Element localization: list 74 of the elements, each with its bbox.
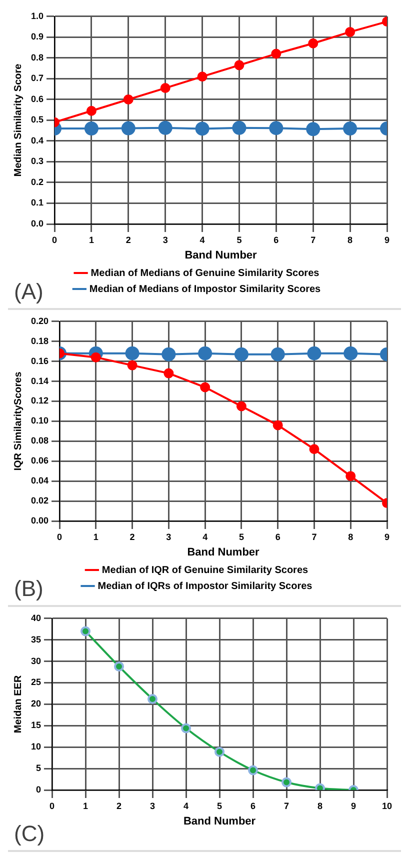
x-axis-title: Band Number: [187, 546, 260, 558]
x-tick-label: 1: [88, 234, 94, 245]
y-tick-label: 35: [30, 634, 42, 644]
y-tick-label: 1.0: [30, 10, 44, 21]
x-tick-label: 8: [317, 800, 323, 811]
x-tick-label: 9: [384, 532, 390, 542]
y-tick-label: 0.1: [30, 198, 44, 208]
y-tick-label: 0.12: [30, 396, 49, 406]
x-tick-label: 8: [348, 532, 354, 542]
y-tick-label: 10: [30, 742, 42, 752]
x-tick-label: 2: [130, 532, 135, 542]
y-tick-label: 0.0: [30, 218, 44, 228]
x-tick-label: 7: [312, 532, 317, 542]
x-axis-title: Band Number: [184, 249, 258, 262]
x-tick-label: 7: [310, 234, 316, 245]
x-tick-label: 9: [384, 234, 390, 245]
x-tick-label: 6: [250, 800, 256, 811]
y-axis-title: Median Similarity Score: [12, 63, 24, 177]
y-tick-label: 0.04: [30, 476, 49, 486]
x-tick-label: 0: [52, 234, 58, 245]
x-tick-label: 2: [126, 234, 131, 245]
text: (A): [14, 279, 44, 304]
x-tick-label: 3: [150, 800, 156, 811]
y-tick-label: 0.08: [30, 436, 49, 446]
y-tick-label: 40: [30, 612, 42, 623]
x-tick-label: 8: [348, 234, 353, 245]
y-tick-label: 15: [30, 720, 42, 730]
x-tick-label: 1: [83, 800, 88, 811]
x-axis-title: Band Number: [183, 815, 256, 828]
y-axis-title: IQR SimilarityScores: [12, 371, 24, 471]
text: (B): [14, 576, 44, 602]
y-tick-label: 0.06: [30, 456, 49, 466]
x-tick-label: 6: [274, 234, 279, 245]
x-tick-label: 3: [162, 234, 168, 245]
legend-label: Median of Medians of Impostor Similarity Scores: [89, 284, 322, 295]
y-tick-label: 0.9: [30, 32, 44, 42]
y-tick-label: 0.18: [30, 336, 49, 346]
x-tick-label: 3: [166, 532, 172, 542]
x-tick-label: 6: [275, 532, 280, 542]
x-tick-label: 10: [382, 800, 392, 811]
x-tick-label: 4: [202, 532, 208, 542]
y-tick-label: 0.20: [30, 316, 49, 326]
y-tick-label: 20: [30, 698, 42, 709]
y-tick-label: 0.5: [30, 114, 44, 125]
y-tick-label: 0.7: [30, 73, 44, 84]
y-tick-label: 0.02: [30, 496, 49, 506]
y-tick-label: 0.14: [30, 376, 49, 386]
x-tick-label: 0: [57, 532, 62, 542]
x-tick-label: 2: [116, 800, 122, 811]
x-tick-label: 9: [350, 800, 356, 811]
y-tick-label: 0.16: [30, 356, 49, 366]
x-tick-label: 5: [236, 234, 242, 245]
x-tick-label: 5: [238, 532, 244, 542]
legend-label: Median of IQR of Genuine Similarity Scores: [102, 564, 309, 576]
y-tick-label: 0: [36, 784, 42, 794]
y-tick-label: 30: [30, 656, 42, 666]
x-tick-label: 5: [217, 800, 222, 811]
y-tick-label: 5: [36, 763, 42, 774]
x-tick-label: 4: [184, 800, 189, 811]
y-tick-label: 0.8: [30, 52, 44, 62]
y-tick-label: 0.00: [30, 515, 49, 526]
y-tick-label: 0.2: [30, 176, 44, 187]
text: (C): [14, 821, 45, 846]
legend-label: Median of Medians of Genuine Similarity Scores: [90, 268, 320, 279]
y-tick-label: 0.10: [30, 416, 49, 426]
x-tick-label: 4: [200, 234, 205, 245]
legend-label: Median of IQRs of Impostor Similarity Scores: [98, 580, 313, 592]
y-axis-title: Meidan EER: [12, 674, 24, 734]
y-tick-label: 25: [30, 677, 42, 688]
x-tick-label: 1: [93, 532, 98, 542]
y-tick-label: 0.6: [30, 94, 44, 104]
y-tick-label: 0.3: [30, 156, 44, 166]
y-tick-label: 0.4: [30, 135, 44, 146]
x-tick-label: 7: [284, 800, 290, 811]
